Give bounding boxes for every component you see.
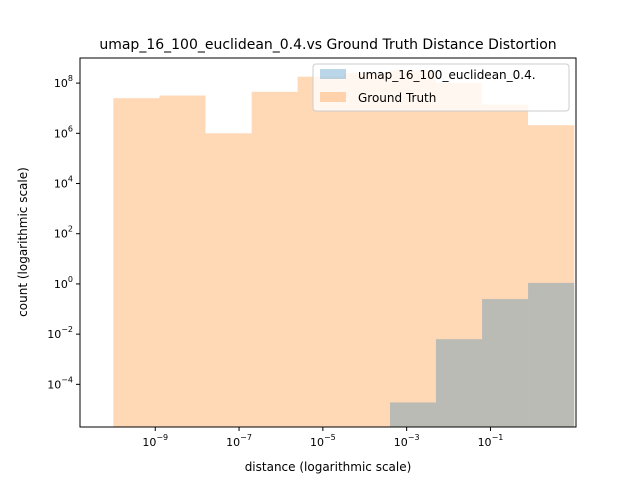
legend-label-umap: umap_16_100_euclidean_0.4.	[358, 68, 536, 82]
ground-truth-bar	[435, 83, 483, 428]
y-tick-label: 102	[54, 225, 73, 241]
ground-truth-bar	[251, 91, 298, 428]
umap-bar	[435, 339, 483, 427]
y-tick-label: 100	[54, 275, 73, 291]
y-tick-label: 10−4	[47, 375, 73, 391]
umap-bars	[389, 282, 575, 427]
ground-truth-bar	[205, 133, 252, 427]
x-tick-label: 10−1	[478, 433, 504, 449]
ground-truth-bar	[344, 73, 390, 428]
y-axis-ticks: 10−4 10−2 100 102 104 106 108	[47, 74, 80, 391]
y-tick-label: 108	[54, 74, 73, 90]
x-tick-label: 10−7	[226, 433, 252, 449]
legend-swatch-ground-truth	[320, 92, 346, 102]
legend: umap_16_100_euclidean_0.4. Ground Truth	[312, 63, 570, 112]
legend-box	[312, 63, 570, 112]
ground-truth-bar	[113, 98, 160, 427]
y-tick-label: 10−2	[47, 325, 73, 341]
x-axis-label: distance (logarithmic scale)	[245, 460, 412, 474]
umap-bar	[528, 282, 575, 427]
x-tick-label: 10−9	[142, 433, 168, 449]
umap-bar	[389, 402, 436, 427]
y-tick-label: 104	[54, 175, 73, 191]
chart-title: umap_16_100_euclidean_0.4.vs Ground Trut…	[99, 37, 556, 53]
legend-swatch-umap	[320, 69, 346, 79]
ground-truth-bar	[297, 76, 345, 427]
umap-bar	[482, 299, 529, 427]
x-tick-label: 10−5	[310, 433, 336, 449]
y-tick-label: 106	[54, 124, 73, 140]
legend-label-ground-truth: Ground Truth	[358, 91, 436, 105]
y-axis-label: count (logarithmic scale)	[16, 167, 30, 317]
ground-truth-bars	[113, 70, 575, 428]
ground-truth-bar	[389, 70, 436, 428]
ground-truth-bar	[528, 125, 575, 427]
x-axis-ticks: 10−9 10−7 10−5 10−3 10−1	[142, 427, 503, 449]
x-tick-label: 10−3	[394, 433, 420, 449]
ground-truth-bar	[482, 104, 529, 427]
plot-frame	[79, 57, 577, 428]
ground-truth-bar	[159, 95, 206, 427]
